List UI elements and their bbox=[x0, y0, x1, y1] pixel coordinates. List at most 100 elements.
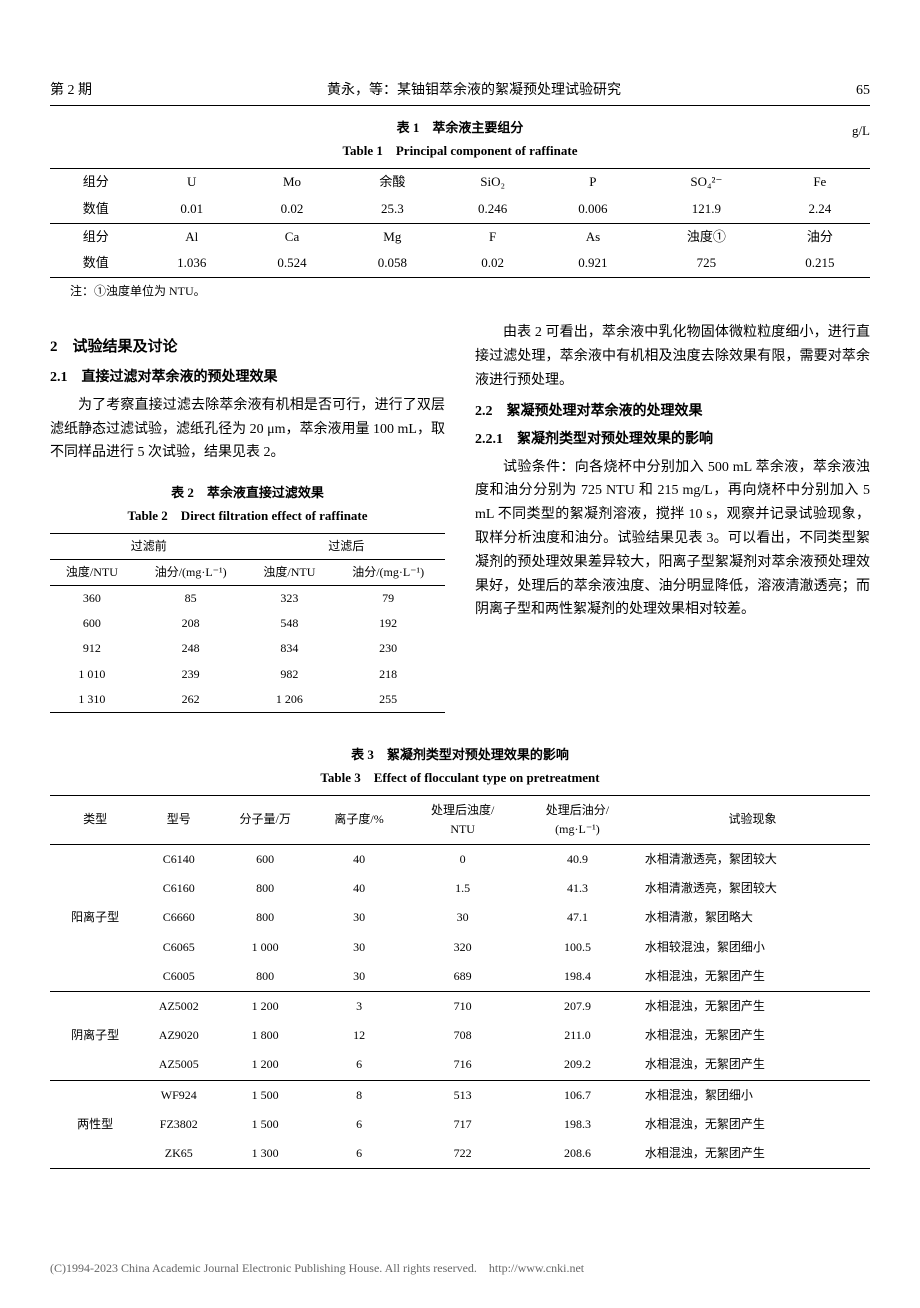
t3-cell: ZK65 bbox=[140, 1139, 217, 1169]
table2: 过滤前 过滤后 浊度/NTU 油分/(mg·L⁻¹) 浊度/NTU 油分/(mg… bbox=[50, 533, 445, 713]
left-column: 2 试验结果及讨论 2.1 直接过滤对萃余液的预处理效果 为了考察直接过滤去除萃… bbox=[50, 321, 445, 717]
t1-r4-label: 数值 bbox=[50, 250, 142, 277]
t2-gh: 过滤后 bbox=[247, 533, 445, 559]
t3-header: 离子度/% bbox=[313, 795, 405, 844]
t2-gh: 过滤前 bbox=[50, 533, 247, 559]
t3-header: 分子量/万 bbox=[217, 795, 313, 844]
t2-cell: 262 bbox=[134, 687, 248, 713]
table-row: AZ50051 2006716209.2水相混浊，无絮团产生 bbox=[50, 1050, 870, 1080]
t1-cell: 25.3 bbox=[342, 196, 442, 223]
table2-caption-en: Table 2 Direct filtration effect of raff… bbox=[50, 506, 445, 527]
t2-cell: 239 bbox=[134, 662, 248, 687]
t3-cell: 198.3 bbox=[520, 1110, 635, 1139]
t1-cell: 0.01 bbox=[142, 196, 242, 223]
t3-cell: C6160 bbox=[140, 874, 217, 903]
t3-cell: 100.5 bbox=[520, 933, 635, 962]
t2-cell: 600 bbox=[50, 611, 134, 636]
table-row: 1 3102621 206255 bbox=[50, 687, 445, 713]
table-row: AZ90201 80012708211.0水相混浊，无絮团产生 bbox=[50, 1021, 870, 1050]
t1-cell: SiO₂ bbox=[442, 168, 542, 195]
t2-cell: 982 bbox=[247, 662, 331, 687]
t3-cell: 708 bbox=[405, 1021, 520, 1050]
table3-caption-cn: 表 3 絮凝剂类型对预处理效果的影响 bbox=[50, 745, 870, 766]
t3-cell: C6005 bbox=[140, 962, 217, 992]
t3-cell: 689 bbox=[405, 962, 520, 992]
t3-cell: 水相混浊，无絮团产生 bbox=[635, 1110, 870, 1139]
t2-cell: 230 bbox=[331, 636, 445, 661]
t3-cell: 513 bbox=[405, 1080, 520, 1110]
t3-cell: 207.9 bbox=[520, 991, 635, 1021]
t3-cell: 198.4 bbox=[520, 962, 635, 992]
t1-cell: 浊度① bbox=[643, 223, 770, 250]
table-row: C600580030689198.4水相混浊，无絮团产生 bbox=[50, 962, 870, 992]
t1-cell: Ca bbox=[242, 223, 342, 250]
t3-cell: 717 bbox=[405, 1110, 520, 1139]
t1-cell: Al bbox=[142, 223, 242, 250]
table-row: FZ38021 5006717198.3水相混浊，无絮团产生 bbox=[50, 1110, 870, 1139]
p21: 为了考察直接过滤去除萃余液有机相是否可行，进行了双层滤纸静态过滤试验，滤纸孔径为… bbox=[50, 394, 445, 465]
t3-cell: 1 500 bbox=[217, 1110, 313, 1139]
t2-cell: 323 bbox=[247, 586, 331, 612]
table-row: C60651 00030320100.5水相较混浊，絮团细小 bbox=[50, 933, 870, 962]
t3-cell: 1 200 bbox=[217, 1050, 313, 1080]
t2-cell: 1 310 bbox=[50, 687, 134, 713]
t3-cell: 8 bbox=[313, 1080, 405, 1110]
t1-cell: 0.524 bbox=[242, 250, 342, 277]
t3-cell: 1.5 bbox=[405, 874, 520, 903]
t3-cell: AZ9020 bbox=[140, 1021, 217, 1050]
t2-cell: 548 bbox=[247, 611, 331, 636]
t3-cell: 40.9 bbox=[520, 845, 635, 875]
t3-cell: 水相混浊，无絮团产生 bbox=[635, 1050, 870, 1080]
t1-r3-label: 组分 bbox=[50, 223, 142, 250]
t3-cell: 211.0 bbox=[520, 1021, 635, 1050]
t3-cell: 1 000 bbox=[217, 933, 313, 962]
t3-cell: C6660 bbox=[140, 903, 217, 932]
t3-header: 型号 bbox=[140, 795, 217, 844]
table-row: ZK651 3006722208.6水相混浊，无絮团产生 bbox=[50, 1139, 870, 1169]
t1-cell: Mo bbox=[242, 168, 342, 195]
t2-cell: 1 010 bbox=[50, 662, 134, 687]
t1-cell: 0.058 bbox=[342, 250, 442, 277]
t3-cell: 1 800 bbox=[217, 1021, 313, 1050]
t3-cell: 1 200 bbox=[217, 991, 313, 1021]
footer-copyright: (C)1994-2023 China Academic Journal Elec… bbox=[50, 1259, 870, 1278]
t3-cell: 208.6 bbox=[520, 1139, 635, 1169]
table1: 组分 U Mo 余酸 SiO₂ P SO₄²⁻ Fe 数值 0.01 0.02 … bbox=[50, 168, 870, 278]
sub21-title: 2.1 直接过滤对萃余液的预处理效果 bbox=[50, 367, 445, 389]
t3-cell: AZ5002 bbox=[140, 991, 217, 1021]
t1-cell: 0.246 bbox=[442, 196, 542, 223]
t3-cell: 722 bbox=[405, 1139, 520, 1169]
t3-cell: C6065 bbox=[140, 933, 217, 962]
table1-wrapper: Table 1 Principal component of raffinate… bbox=[50, 141, 870, 278]
table-row: 阴离子型AZ50021 2003710207.9水相混浊，无絮团产生 bbox=[50, 991, 870, 1021]
sub22-title: 2.2 絮凝预处理对萃余液的处理效果 bbox=[475, 401, 870, 423]
page-header: 第 2 期 黄永，等：某铀钼萃余液的絮凝预处理试验研究 65 bbox=[50, 80, 870, 106]
t3-cell: 6 bbox=[313, 1110, 405, 1139]
t3-cell: WF924 bbox=[140, 1080, 217, 1110]
t1-cell: 0.02 bbox=[442, 250, 542, 277]
p-right1: 由表 2 可看出，萃余液中乳化物固体微粒粒度细小，进行直接过滤处理，萃余液中有机… bbox=[475, 321, 870, 392]
t2-cell: 1 206 bbox=[247, 687, 331, 713]
t3-cell: 6 bbox=[313, 1139, 405, 1169]
t2-cell: 248 bbox=[134, 636, 248, 661]
t1-cell: 121.9 bbox=[643, 196, 770, 223]
table3-caption-en: Table 3 Effect of flocculant type on pre… bbox=[50, 768, 870, 789]
table-row: 两性型WF9241 5008513106.7水相混浊，絮团细小 bbox=[50, 1080, 870, 1110]
right-column: 由表 2 可看出，萃余液中乳化物固体微粒粒度细小，进行直接过滤处理，萃余液中有机… bbox=[475, 321, 870, 717]
t3-cell: 水相混浊，无絮团产生 bbox=[635, 962, 870, 992]
t1-cell: As bbox=[543, 223, 643, 250]
table-row: 1 010239982218 bbox=[50, 662, 445, 687]
t3-cell: 800 bbox=[217, 962, 313, 992]
t3-cell: 30 bbox=[313, 933, 405, 962]
table1-note: 注：①浊度单位为 NTU。 bbox=[50, 282, 870, 301]
t1-cell: 0.921 bbox=[543, 250, 643, 277]
table-row: C6660800303047.1水相清澈，絮团略大 bbox=[50, 903, 870, 932]
t3-cell: 水相清澈透亮，絮团较大 bbox=[635, 874, 870, 903]
t3-cell: 水相清澈，絮团略大 bbox=[635, 903, 870, 932]
table1-unit: g/L bbox=[852, 121, 870, 142]
sub221-title: 2.2.1 絮凝剂类型对预处理效果的影响 bbox=[475, 429, 870, 451]
t1-cell: F bbox=[442, 223, 542, 250]
table1-caption-cn: 表 1 萃余液主要组分 bbox=[50, 118, 870, 139]
table-row: 阳离子型C614060040040.9水相清澈透亮，絮团较大 bbox=[50, 845, 870, 875]
t3-cell: 6 bbox=[313, 1050, 405, 1080]
